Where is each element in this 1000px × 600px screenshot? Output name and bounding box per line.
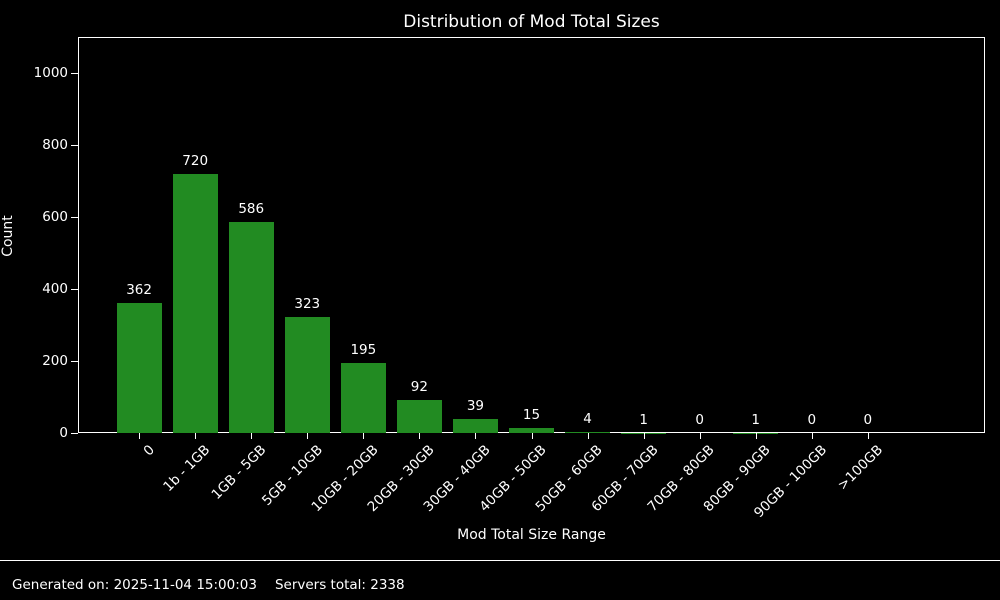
bar-value-label: 0 <box>695 412 704 428</box>
footer-servers-total: Servers total: 2338 <box>274 577 405 593</box>
bar <box>509 427 554 433</box>
y-tick-mark <box>71 288 78 290</box>
bar-value-label: 92 <box>410 378 428 395</box>
bar-value-label: 15 <box>522 406 541 423</box>
x-tick-mark <box>139 433 141 439</box>
y-tick-label: 400 <box>42 281 68 297</box>
bar <box>565 431 611 433</box>
y-axis-label: Count <box>0 215 16 257</box>
bar-value-label: 323 <box>294 295 321 312</box>
bar-value-label: 0 <box>807 412 817 428</box>
x-tick-label: 1b - 1GB <box>160 442 214 495</box>
y-tick-mark <box>71 144 78 146</box>
y-tick-mark <box>71 432 78 434</box>
bar-value-label: 720 <box>182 152 209 169</box>
x-tick-label: 0 <box>140 442 158 460</box>
x-tick-mark <box>643 433 645 439</box>
footer: Generated on: 2025-11-04 15:00:03 Servers… <box>12 577 405 593</box>
bar <box>452 418 498 433</box>
bar <box>172 173 218 433</box>
bar-value-label: 195 <box>350 341 377 358</box>
y-tick-label: 200 <box>42 353 68 369</box>
y-tick-label: 1000 <box>33 65 68 81</box>
y-tick-mark <box>71 72 78 74</box>
x-tick-mark <box>475 433 477 439</box>
bar-value-label: 586 <box>238 201 265 218</box>
y-tick-label: 600 <box>42 209 68 225</box>
bar-value-label: 1 <box>639 411 648 428</box>
bar-value-label: 39 <box>466 397 485 414</box>
x-tick-mark <box>195 433 197 439</box>
bar <box>396 399 442 433</box>
x-tick-mark <box>419 433 421 439</box>
x-tick-mark <box>251 433 253 439</box>
bar <box>340 362 386 433</box>
x-tick-mark <box>587 433 589 439</box>
bar-value-label: 362 <box>126 281 152 298</box>
chart-title: Distribution of Mod Total Sizes <box>403 12 660 32</box>
y-tick-label: 0 <box>59 425 68 441</box>
bar <box>228 222 274 433</box>
footer-generated-timestamp: Generated on: 2025-11-04 15:00:03 <box>12 577 257 593</box>
x-tick-label: >100GB <box>834 442 887 494</box>
y-tick-mark <box>71 216 78 218</box>
x-tick-mark <box>531 433 533 439</box>
bar <box>116 302 162 433</box>
x-tick-mark <box>363 433 365 439</box>
x-tick-mark <box>755 433 757 439</box>
x-tick-mark <box>307 433 309 439</box>
x-tick-mark <box>699 433 701 439</box>
y-tick-label: 800 <box>42 137 68 153</box>
x-tick-label: 1GB - 5GB <box>208 442 270 503</box>
footer-divider <box>0 560 1000 561</box>
x-tick-mark <box>867 433 869 439</box>
x-tick-mark <box>811 433 813 439</box>
bar-value-label: 1 <box>751 411 761 428</box>
bar-value-label: 0 <box>863 412 873 428</box>
x-axis-label: Mod Total Size Range <box>457 527 606 543</box>
bar <box>284 316 330 433</box>
y-tick-mark <box>71 360 78 362</box>
bar-value-label: 4 <box>583 410 592 427</box>
